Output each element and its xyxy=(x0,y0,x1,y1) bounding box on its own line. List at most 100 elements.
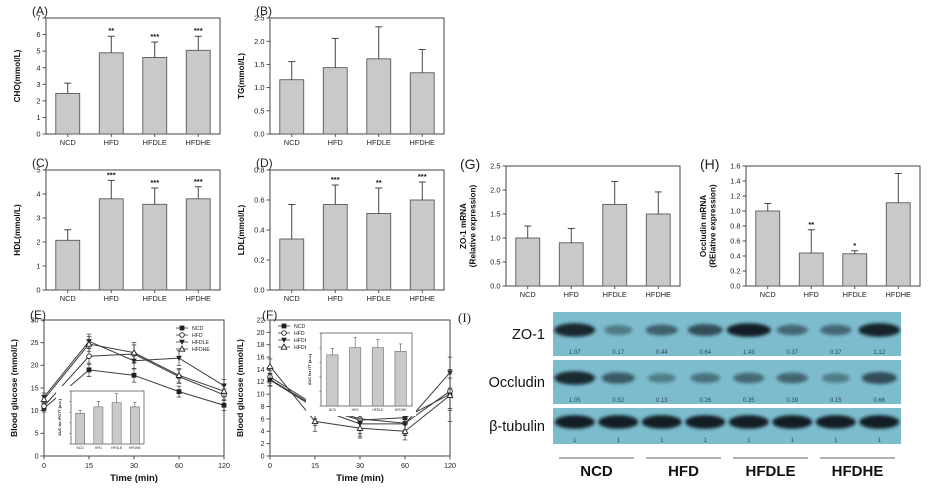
panel-h: (H) 0.0 0.2 0.4 0.6 0.8 1.0 1.2 1.4 1.6 NCD ** HFD *… xyxy=(698,154,936,308)
svg-text:5: 5 xyxy=(36,166,40,175)
svg-text:NCD: NCD xyxy=(192,326,203,332)
svg-text:HFDHE: HFDHE xyxy=(886,290,912,299)
svg-text:5: 5 xyxy=(36,47,40,56)
svg-text:HFDHE: HFDHE xyxy=(646,290,672,299)
zo1-mrna-bar-chart: 0.0 0.5 1.0 1.5 2.0 2.5 NCD HFD HFDLE HFDHE ZO-1 m… xyxy=(459,162,681,299)
svg-text:HFDHE: HFDHE xyxy=(192,347,210,353)
svg-text:0.6: 0.6 xyxy=(254,196,264,205)
svg-text:0.8: 0.8 xyxy=(730,222,740,231)
svg-text:20: 20 xyxy=(257,330,265,337)
svg-text:1: 1 xyxy=(834,438,838,444)
panel-e: (E) 0 5 10 15 20 25 30 0 15 30 60 120 Time (min) Bloo… xyxy=(8,308,236,488)
svg-text:HFD: HFD xyxy=(294,331,305,337)
svg-text:NCD: NCD xyxy=(520,290,536,299)
svg-text:HFD: HFD xyxy=(564,290,579,299)
svg-text:(Relative expression): (Relative expression) xyxy=(469,185,478,268)
svg-text:0.66: 0.66 xyxy=(873,398,885,404)
hdl-bar-chart: 0 1 2 3 4 5 NCD *** HFD *** HFDLE *** HFDHE HDL(mmol/… xyxy=(13,166,221,303)
svg-text:**: ** xyxy=(808,220,814,229)
panel-d: (D) 0.0 0.2 0.4 0.6 0.8 NCD *** HFD ** HFDLE *** HF… xyxy=(234,156,456,310)
svg-text:30: 30 xyxy=(31,317,39,324)
svg-text:0.5: 0.5 xyxy=(254,106,264,115)
svg-text:HFDLE: HFDLE xyxy=(294,338,312,344)
svg-text:HFDLE: HFDLE xyxy=(111,446,123,450)
panel-letter: (A) xyxy=(32,4,48,18)
svg-text:HFDLE: HFDLE xyxy=(372,408,384,412)
svg-text:Blood glucose (mmol/L): Blood glucose (mmol/L) xyxy=(9,339,19,437)
svg-text:0: 0 xyxy=(42,461,46,470)
svg-text:HFDLE: HFDLE xyxy=(143,138,167,147)
svg-text:2: 2 xyxy=(36,238,40,247)
panel-g: (G) 0.0 0.5 1.0 1.5 2.0 2.5 NCD HFD HFDLE HFDHE ZO… xyxy=(458,154,696,308)
svg-text:0: 0 xyxy=(268,461,272,470)
svg-text:0.37: 0.37 xyxy=(830,350,842,356)
svg-text:1: 1 xyxy=(36,262,40,271)
svg-text:0: 0 xyxy=(36,130,40,139)
svg-text:12: 12 xyxy=(257,379,265,386)
svg-text:NCD: NCD xyxy=(329,408,337,412)
svg-text:7: 7 xyxy=(36,14,40,23)
svg-text:1: 1 xyxy=(617,438,621,444)
svg-text:60: 60 xyxy=(401,461,409,470)
panel-a: (A) 0 1 2 3 4 5 6 7 NCD ** HFD *** HFDLE *** HFDHE CHO(… xyxy=(10,4,232,154)
svg-text:16: 16 xyxy=(257,354,265,361)
svg-text:120: 120 xyxy=(444,461,456,470)
svg-text:HFD: HFD xyxy=(352,408,360,412)
panel-i: (I) ZO-1 1.07 0.17 0.44 0.64 1.43 0.37 0.37 1.12… xyxy=(458,306,936,489)
svg-text:HFD: HFD xyxy=(192,333,203,339)
svg-text:25: 25 xyxy=(31,340,39,347)
svg-text:1.5: 1.5 xyxy=(254,60,264,69)
svg-text:6: 6 xyxy=(36,30,40,39)
svg-text:3: 3 xyxy=(36,214,40,223)
svg-text:1: 1 xyxy=(660,438,664,444)
svg-text:HFDLE: HFDLE xyxy=(843,290,867,299)
svg-text:HFD: HFD xyxy=(104,138,119,147)
svg-text:1: 1 xyxy=(747,438,751,444)
svg-text:1: 1 xyxy=(573,438,577,444)
svg-text:4: 4 xyxy=(36,190,40,199)
cho-bar-chart: 0 1 2 3 4 5 6 7 NCD ** HFD *** HFDLE *** HFDHE CHO(mmol… xyxy=(13,14,221,147)
svg-text:TG(mmol/L): TG(mmol/L) xyxy=(237,53,246,99)
svg-text:***: *** xyxy=(418,172,427,181)
svg-text:LDL(mmol/L): LDL(mmol/L) xyxy=(237,204,246,255)
svg-text:1.0: 1.0 xyxy=(254,83,264,92)
svg-text:**: ** xyxy=(108,26,114,35)
panel-letter: (I) xyxy=(458,310,471,325)
svg-text:NCD: NCD xyxy=(76,446,84,450)
svg-text:0.6: 0.6 xyxy=(730,237,740,246)
svg-text:Occludin: Occludin xyxy=(489,375,545,391)
svg-text:15: 15 xyxy=(31,385,39,392)
ipgtt-line-chart: 0 5 10 15 20 25 30 0 15 30 60 120 Time (min) Blood gl… xyxy=(9,317,230,484)
svg-text:0.4: 0.4 xyxy=(254,226,264,235)
svg-text:30: 30 xyxy=(130,461,138,470)
svg-text:HFDHE: HFDHE xyxy=(410,138,436,147)
svg-text:1: 1 xyxy=(704,438,708,444)
panel-letter: (D) xyxy=(256,156,273,170)
svg-text:18: 18 xyxy=(257,342,265,349)
svg-text:1: 1 xyxy=(791,438,795,444)
svg-text:NCD: NCD xyxy=(294,324,305,330)
svg-text:0.37: 0.37 xyxy=(786,350,798,356)
svg-text:1.0: 1.0 xyxy=(490,234,500,243)
panel-letter: (B) xyxy=(256,4,272,18)
svg-text:2.5: 2.5 xyxy=(490,162,500,171)
panel-letter: (H) xyxy=(700,156,720,172)
panel-letter: (C) xyxy=(32,156,49,170)
svg-text:60: 60 xyxy=(175,461,183,470)
svg-text:HFD: HFD xyxy=(668,463,699,480)
svg-text:***: *** xyxy=(107,170,116,179)
svg-text:0.64: 0.64 xyxy=(699,350,711,356)
svg-text:0.15: 0.15 xyxy=(830,398,842,404)
svg-text:NCD: NCD xyxy=(60,294,76,303)
svg-text:HFDLE: HFDLE xyxy=(367,138,391,147)
svg-text:HDL(mmol/L): HDL(mmol/L) xyxy=(13,204,22,256)
svg-text:HFDHE: HFDHE xyxy=(410,294,436,303)
svg-text:6: 6 xyxy=(261,416,265,423)
svg-text:0.26: 0.26 xyxy=(699,398,711,404)
svg-text:1.4: 1.4 xyxy=(730,177,740,186)
svg-text:0.35: 0.35 xyxy=(743,398,755,404)
svg-text:0.17: 0.17 xyxy=(612,350,624,356)
svg-text:0: 0 xyxy=(35,453,39,460)
svg-text:(RElative expression): (RElative expression) xyxy=(709,184,718,268)
svg-text:1.07: 1.07 xyxy=(569,350,581,356)
